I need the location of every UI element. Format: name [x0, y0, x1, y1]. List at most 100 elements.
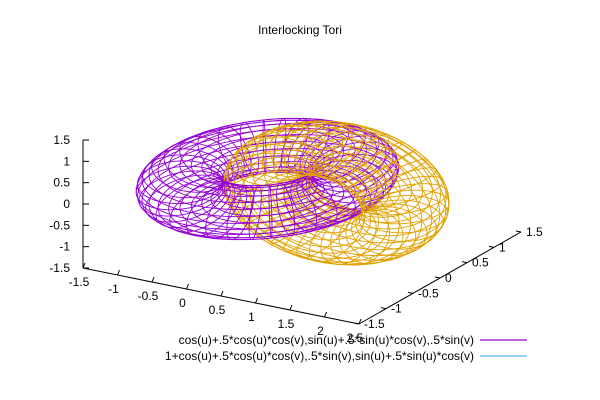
surface-mesh-segment — [402, 248, 409, 254]
surface-mesh-segment — [292, 194, 297, 197]
surface-mesh-segment — [413, 165, 421, 173]
surface-mesh-segment — [261, 163, 264, 170]
surface-mesh-segment — [343, 127, 350, 131]
surface-mesh-segment — [342, 216, 346, 220]
surface-mesh-segment — [418, 159, 422, 161]
surface-mesh-segment — [342, 187, 345, 191]
surface-mesh-segment — [355, 195, 358, 197]
surface-mesh-segment — [393, 201, 397, 205]
surface-mesh-segment — [444, 203, 447, 210]
surface-mesh-segment — [265, 183, 271, 186]
surface-mesh-segment — [343, 166, 348, 169]
surface-mesh-segment — [329, 146, 335, 149]
surface-mesh-segment — [312, 160, 314, 164]
surface-mesh-segment — [355, 219, 358, 223]
surface-mesh-segment — [361, 177, 365, 180]
surface-mesh-segment — [348, 187, 353, 191]
surface-mesh-segment — [301, 237, 313, 244]
surface-mesh-segment — [184, 181, 189, 184]
surface-mesh-segment — [286, 226, 291, 230]
surface-mesh-segment — [291, 146, 296, 149]
surface-mesh-segment — [347, 167, 352, 170]
surface-mesh-segment — [363, 132, 370, 137]
surface-mesh-segment — [212, 181, 219, 186]
surface-mesh-segment — [340, 244, 346, 247]
surface-mesh-segment — [357, 228, 361, 232]
surface-mesh-segment — [308, 209, 312, 213]
surface-mesh-segment — [306, 190, 310, 193]
surface-mesh-segment — [287, 154, 292, 156]
surface-mesh-segment — [354, 169, 359, 173]
surface-mesh-segment — [337, 196, 349, 202]
surface-mesh-segment — [356, 195, 360, 199]
surface-mesh-segment — [357, 183, 363, 186]
surface-mesh-segment — [375, 197, 379, 201]
x-tick-mark — [151, 276, 155, 283]
surface-mesh-segment — [428, 175, 432, 178]
surface-mesh-segment — [332, 162, 335, 166]
surface-mesh-segment — [420, 214, 423, 221]
surface-mesh-segment — [310, 167, 313, 170]
surface-mesh-segment — [363, 205, 366, 207]
surface-mesh-segment — [296, 140, 301, 143]
surface-mesh-segment — [421, 219, 427, 222]
surface-mesh-segment — [368, 170, 373, 174]
surface-mesh-segment — [382, 151, 389, 156]
surface-mesh-segment — [212, 191, 215, 195]
surface-mesh-segment — [366, 186, 370, 189]
surface-mesh-segment — [325, 173, 330, 176]
surface-mesh-segment — [309, 254, 312, 258]
surface-mesh-segment — [182, 144, 195, 150]
surface-mesh-segment — [310, 244, 317, 247]
surface-mesh-segment — [397, 244, 404, 250]
surface-mesh-segment — [397, 185, 402, 188]
surface-mesh-segment — [351, 233, 356, 236]
surface-mesh-segment — [331, 250, 334, 254]
surface-mesh-segment — [392, 151, 399, 156]
x-tick-label: -1.5 — [69, 275, 90, 289]
surface-mesh-segment — [322, 127, 326, 130]
surface-mesh-segment — [198, 199, 203, 202]
surface-mesh-segment — [356, 133, 364, 136]
surface-mesh-segment — [328, 205, 333, 209]
surface-mesh-segment — [389, 191, 394, 194]
surface-mesh-segment — [362, 225, 371, 229]
surface-mesh-segment — [361, 173, 365, 176]
surface-mesh-segment — [379, 157, 384, 160]
surface-mesh-segment — [352, 136, 358, 138]
surface-mesh-segment — [345, 170, 352, 175]
surface-mesh-segment — [315, 168, 319, 172]
surface-mesh-segment — [325, 154, 330, 157]
surface-mesh-segment — [374, 208, 378, 214]
surface-mesh-segment — [300, 143, 305, 148]
surface-mesh-segment — [334, 255, 337, 258]
surface-mesh-segment — [299, 118, 302, 120]
surface-mesh-segment — [305, 118, 307, 121]
surface-mesh-segment — [328, 201, 331, 204]
surface-mesh-segment — [379, 179, 385, 183]
surface-mesh-segment — [295, 190, 300, 194]
surface-mesh-segment — [338, 162, 342, 166]
x-tick-mark — [255, 297, 258, 304]
surface-mesh-segment — [261, 124, 271, 126]
surface-mesh-segment — [423, 159, 431, 166]
surface-mesh-segment — [271, 118, 283, 120]
surface-mesh-segment — [344, 177, 350, 182]
surface-mesh-segment — [419, 207, 422, 215]
surface-mesh-segment — [325, 156, 328, 160]
surface-mesh-segment — [391, 168, 396, 171]
surface-mesh-segment — [309, 216, 317, 220]
surface-mesh-segment — [365, 211, 369, 214]
surface-mesh-segment — [430, 190, 434, 193]
surface-mesh-segment — [415, 240, 424, 245]
surface-mesh-segment — [335, 161, 340, 166]
surface-mesh-segment — [353, 162, 358, 166]
surface-mesh-segment — [353, 259, 357, 262]
surface-mesh-segment — [314, 154, 317, 158]
surface-mesh-segment — [415, 152, 424, 160]
surface-mesh-segment — [302, 234, 308, 238]
surface-mesh-segment — [312, 235, 316, 239]
surface-mesh-segment — [307, 138, 313, 142]
surface-mesh-segment — [334, 126, 338, 129]
surface-mesh-segment — [374, 230, 378, 236]
